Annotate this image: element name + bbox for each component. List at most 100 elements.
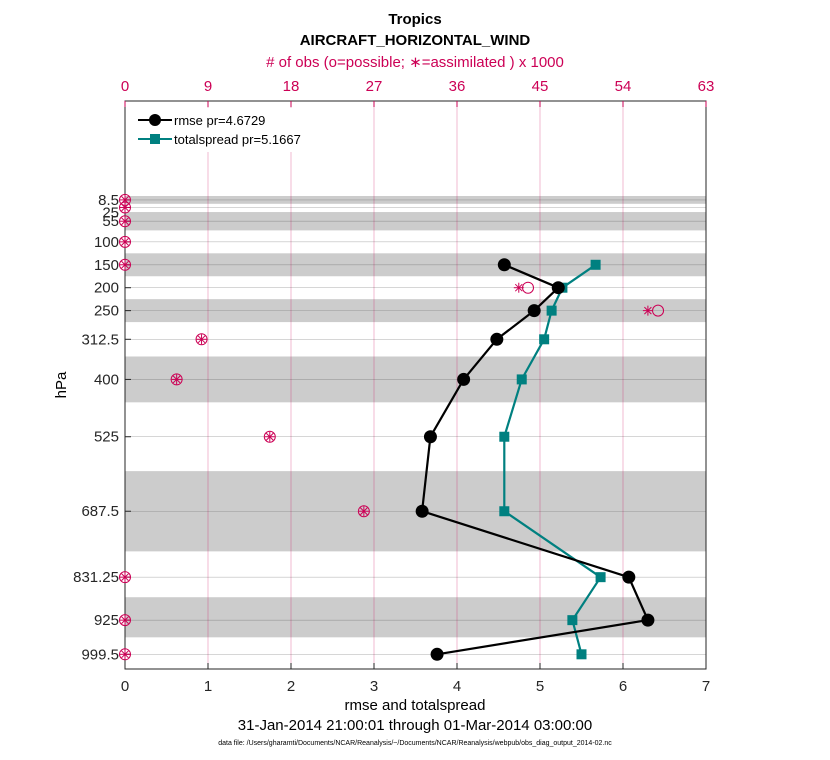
obs-assimilated-marker-8 xyxy=(171,374,182,385)
level-band-5 xyxy=(125,471,706,552)
y-tick-label-2: 55 xyxy=(102,213,119,230)
rmse-point-9 xyxy=(430,647,444,661)
obs-assimilated-marker-4 xyxy=(120,259,130,270)
rmse-point-5 xyxy=(423,430,437,444)
y-tick-label-4: 150 xyxy=(94,257,119,274)
legend-rmse-label: rmse pr=4.6729 xyxy=(174,113,265,128)
obs-possible-marker-7 xyxy=(195,333,208,346)
spread-point-6 xyxy=(499,506,510,517)
spread-point-0 xyxy=(590,259,601,270)
obs-assimilated-marker-13 xyxy=(120,649,130,660)
spread-point-4 xyxy=(516,374,527,385)
data-series xyxy=(415,258,655,661)
y-tick-label-3: 100 xyxy=(94,234,119,251)
obs-possible-marker-3 xyxy=(119,235,131,248)
top-tick-label-4: 36 xyxy=(449,78,466,95)
top-tick-label-1: 9 xyxy=(204,78,212,95)
obs-possible-marker-11 xyxy=(119,571,131,584)
footnote: data file: /Users/gharamti/Documents/NCA… xyxy=(218,740,612,747)
chart-title: Tropics xyxy=(388,11,441,28)
spread-line xyxy=(503,263,602,655)
obs-assimilated-marker-11 xyxy=(120,572,130,583)
obs-possible-marker-9 xyxy=(263,430,276,443)
y-tick-label-0: 8.5 xyxy=(98,192,119,209)
obs-assimilated-marker-12 xyxy=(120,615,130,626)
obs-assimilated-marker-2 xyxy=(120,216,130,227)
rmse-point-3 xyxy=(490,332,504,346)
x-tick-label-5: 5 xyxy=(536,678,544,695)
obs-assimilated-marker-6 xyxy=(642,305,653,316)
tick-labels: 0 1 2 3 4 5 6 70 9 18 27 36 45 54 638.5255510015020025… xyxy=(73,78,714,695)
top-tick-label-2: 18 xyxy=(283,78,300,95)
y-tick-label-11: 831.25 xyxy=(73,569,119,586)
y-tick-label-8: 400 xyxy=(94,371,119,388)
level-band-4 xyxy=(125,356,706,403)
level-band-3 xyxy=(125,299,706,323)
top-tick-label-7: 63 xyxy=(698,78,715,95)
obs-possible-marker-2 xyxy=(119,215,131,228)
top-tick-label-3: 27 xyxy=(366,78,383,95)
spread-point-8 xyxy=(567,615,578,626)
level-bands xyxy=(125,196,706,638)
level-band-1 xyxy=(125,212,706,231)
x-tick-label-7: 7 xyxy=(702,678,710,695)
rmse-point-2 xyxy=(527,304,541,318)
spread-point-5 xyxy=(499,431,510,442)
y-tick-label-12: 925 xyxy=(94,612,119,629)
level-band-0 xyxy=(125,196,706,204)
spread-point-3 xyxy=(539,334,550,345)
x-tick-label-1: 1 xyxy=(204,678,212,695)
y-tick-label-5: 200 xyxy=(94,280,119,297)
plot-frame xyxy=(124,100,707,670)
x-tick-label-0: 0 xyxy=(121,678,129,695)
obs-possible-marker-10 xyxy=(357,505,370,518)
rmse-point-4 xyxy=(457,372,471,386)
obs-possible-marker-13 xyxy=(119,648,131,661)
date-range: 31-Jan-2014 21:00:01 through 01-Mar-2014… xyxy=(238,717,592,734)
y-tick-label-1: 25 xyxy=(102,204,119,221)
obs-count-markers xyxy=(119,193,665,661)
x-tick-label-2: 2 xyxy=(287,678,295,695)
obs-assimilated-marker-9 xyxy=(264,431,275,442)
legend: rmse pr=4.6729 totalspread pr=5.1667 xyxy=(132,108,322,152)
legend-spread-label: totalspread pr=5.1667 xyxy=(174,132,301,147)
legend-rmse-marker xyxy=(149,114,161,126)
rmse-point-0 xyxy=(497,258,511,272)
obs-possible-marker-12 xyxy=(119,614,131,627)
top-axis-label: # of obs (o=possible; ∗=assimilated ) x … xyxy=(266,54,564,71)
level-band-2 xyxy=(125,253,706,277)
y-tick-label-10: 687.5 xyxy=(81,503,119,520)
top-tick-label-5: 45 xyxy=(532,78,549,95)
obs-possible-marker-4 xyxy=(119,258,131,271)
obs-assimilated-marker-1 xyxy=(120,202,130,213)
obs-possible-marker-8 xyxy=(170,373,183,386)
chart-subtitle: AIRCRAFT_HORIZONTAL_WIND xyxy=(300,32,531,49)
obs-assimilated-marker-5 xyxy=(513,282,524,293)
y-tick-label-9: 525 xyxy=(94,429,119,446)
x-axis-label: rmse and totalspread xyxy=(345,697,486,714)
grid-lines xyxy=(125,101,706,669)
y-tick-label-7: 312.5 xyxy=(81,331,119,348)
level-band-6 xyxy=(125,597,706,638)
rmse-point-1 xyxy=(551,281,565,295)
x-tick-label-4: 4 xyxy=(453,678,461,695)
obs-assimilated-marker-7 xyxy=(196,334,207,345)
y-tick-label-13: 999.5 xyxy=(81,646,119,663)
y-tick-label-6: 250 xyxy=(94,303,119,320)
rmse-point-6 xyxy=(415,504,429,518)
top-tick-label-6: 54 xyxy=(615,78,632,95)
obs-assimilated-marker-10 xyxy=(358,506,369,517)
rmse-point-7 xyxy=(622,570,636,584)
spread-point-9 xyxy=(576,649,587,660)
y-axis-label: hPa xyxy=(53,371,70,398)
legend-spread-marker xyxy=(150,134,160,144)
rmse-point-8 xyxy=(641,613,655,627)
legend-box xyxy=(132,108,322,152)
obs-possible-marker-1 xyxy=(119,201,131,214)
spread-point-2 xyxy=(546,305,557,316)
spread-point-7 xyxy=(595,572,606,583)
top-tick-label-0: 0 xyxy=(121,78,129,95)
obs-assimilated-marker-3 xyxy=(120,236,130,247)
rmse-line xyxy=(421,263,650,656)
